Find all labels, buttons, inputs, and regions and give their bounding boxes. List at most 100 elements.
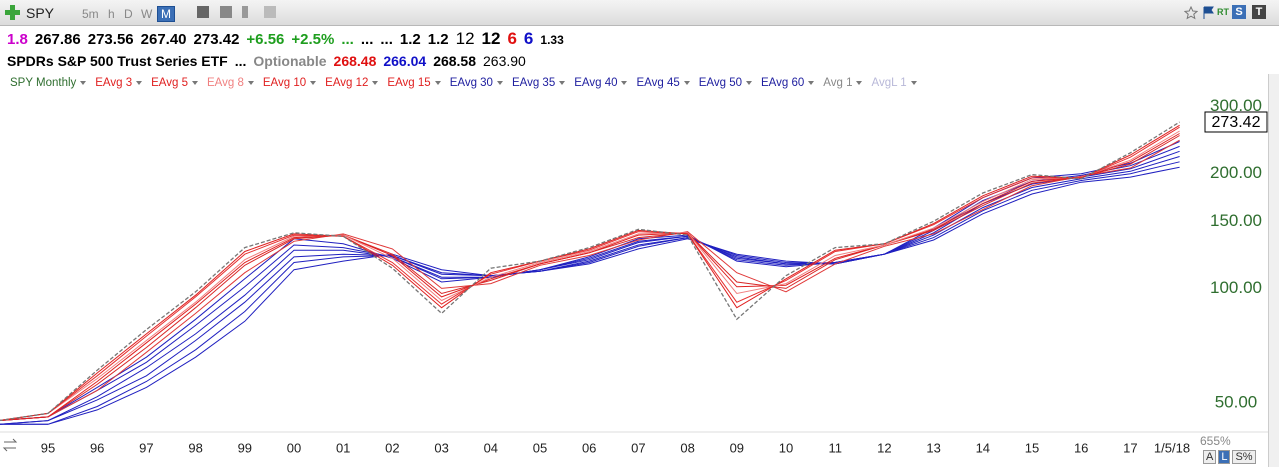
legend-arrow bbox=[434, 80, 441, 85]
draw-icon[interactable] bbox=[242, 6, 248, 18]
scrollbar[interactable] bbox=[1268, 74, 1279, 467]
legend-item[interactable]: EAvg 60 bbox=[761, 77, 815, 89]
quote-value: ... bbox=[360, 31, 374, 48]
series-line bbox=[0, 139, 1180, 422]
quote-value: 268.58 bbox=[433, 53, 477, 69]
legend-label: EAvg 40 bbox=[574, 77, 618, 89]
quote-value: 267.86 bbox=[34, 31, 81, 48]
t-button[interactable]: T bbox=[1252, 5, 1266, 19]
quote-value: 273.42 bbox=[193, 31, 240, 48]
x-tick-label: 98 bbox=[188, 440, 202, 455]
legend-arrow bbox=[746, 80, 753, 85]
interval[interactable]: W bbox=[141, 7, 153, 21]
x-tick-label: 10 bbox=[779, 440, 793, 455]
grid-icon[interactable] bbox=[220, 6, 232, 18]
series-line bbox=[0, 166, 1180, 425]
legend-item[interactable]: EAvg 15 bbox=[387, 77, 441, 89]
interval[interactable]: h bbox=[108, 7, 115, 21]
x-tick-label: 07 bbox=[631, 440, 645, 455]
series-line bbox=[0, 126, 1180, 421]
quote-value: 6 bbox=[523, 29, 534, 48]
series-line bbox=[0, 130, 1180, 421]
legend-arrow bbox=[683, 80, 690, 85]
legend-item[interactable]: EAvg 12 bbox=[325, 77, 379, 89]
swap-icon[interactable] bbox=[2, 438, 18, 452]
quote-value: 12 bbox=[481, 29, 501, 48]
series-line bbox=[0, 145, 1180, 422]
rt-label: RT bbox=[1217, 7, 1229, 17]
quote-value: 268.48 bbox=[333, 53, 377, 69]
legend-item[interactable]: EAvg 50 bbox=[698, 77, 753, 89]
legend-label: EAvg 10 bbox=[262, 77, 307, 89]
star-icon[interactable] bbox=[1184, 6, 1198, 20]
legend-arrow bbox=[910, 80, 917, 85]
legend: SPY Monthly EAvg 3 EAvg 5 EAvg 8 EAvg 10 EAvg… bbox=[10, 77, 917, 89]
s-button[interactable]: S bbox=[1232, 5, 1246, 19]
legend-label: EAvg 8 bbox=[207, 77, 244, 89]
legend-item[interactable]: EAvg 5 bbox=[151, 77, 199, 89]
name-row: SPDRs S&P 500 Trust Series ETF... Optiona… bbox=[7, 53, 533, 69]
add-icon[interactable] bbox=[5, 5, 20, 20]
legend-arrow bbox=[136, 80, 143, 85]
legend-item[interactable]: EAvg 8 bbox=[207, 77, 254, 89]
y-tick-label: 200.00 bbox=[1210, 163, 1262, 182]
legend-item[interactable]: EAvg 35 bbox=[512, 77, 566, 89]
note-icon[interactable] bbox=[264, 6, 276, 18]
legend-item[interactable]: SPY Monthly bbox=[10, 77, 87, 89]
x-tick-label: 16 bbox=[1074, 440, 1088, 455]
chart-style-icon[interactable] bbox=[197, 6, 209, 18]
quote-value: 1.8 bbox=[7, 31, 28, 48]
interval[interactable]: M bbox=[157, 6, 175, 22]
scale-button[interactable]: S% bbox=[1232, 450, 1256, 464]
quote-value: 267.40 bbox=[140, 31, 187, 48]
legend-item: Avg 1 bbox=[823, 77, 863, 89]
last-price-box bbox=[1204, 111, 1268, 133]
interval[interactable]: D bbox=[124, 7, 133, 21]
legend-item[interactable]: EAvg 3 bbox=[95, 77, 143, 89]
scale-buttons: A L S% bbox=[1203, 450, 1256, 464]
legend-label: EAvg 50 bbox=[698, 77, 743, 89]
last-price-label: 273.42 bbox=[1212, 114, 1261, 131]
legend-arrow bbox=[372, 80, 379, 85]
y-tick-label: 150.00 bbox=[1210, 211, 1262, 230]
legend-label: EAvg 45 bbox=[636, 77, 680, 89]
legend-label: EAvg 30 bbox=[449, 77, 493, 89]
interval[interactable]: 5m bbox=[82, 7, 99, 21]
quote-value: 6 bbox=[507, 29, 517, 48]
scale-button[interactable]: L bbox=[1218, 450, 1231, 464]
symbol[interactable]: SPY bbox=[26, 5, 55, 21]
legend-item[interactable]: EAvg 10 bbox=[262, 77, 317, 89]
y-tick-label: 50.00 bbox=[1215, 393, 1258, 412]
flag-icon[interactable] bbox=[1203, 6, 1215, 20]
y-tick-label: 100.00 bbox=[1210, 278, 1262, 297]
legend-item[interactable]: EAvg 30 bbox=[450, 77, 503, 89]
quote-value: 1.2 bbox=[399, 31, 421, 48]
legend-item[interactable]: EAvg 40 bbox=[574, 77, 628, 89]
x-tick-label: 12 bbox=[877, 440, 891, 455]
x-tick-label: 97 bbox=[139, 440, 153, 455]
series-line bbox=[0, 135, 1180, 422]
x-tick-label: 15 bbox=[1025, 440, 1039, 455]
x-tick-label: 11 bbox=[828, 440, 842, 455]
series-line bbox=[0, 121, 1180, 422]
legend-item[interactable]: EAvg 45 bbox=[636, 77, 690, 89]
legend-label: EAvg 60 bbox=[761, 77, 805, 89]
x-tick-label: 95 bbox=[41, 440, 55, 455]
x-tick-label: 99 bbox=[238, 440, 252, 455]
quote-value: 1.33 bbox=[540, 33, 564, 47]
quote-value: Optionable bbox=[253, 53, 327, 69]
quote-value: 266.04 bbox=[383, 53, 427, 69]
legend-label: EAvg 5 bbox=[151, 77, 189, 89]
legend-arrow bbox=[559, 80, 566, 85]
x-tick-label: 05 bbox=[533, 440, 547, 455]
legend-label: AvgL 1 bbox=[871, 77, 907, 89]
scale-button[interactable]: A bbox=[1203, 450, 1217, 464]
legend-arrow bbox=[496, 80, 503, 85]
quote-row: 1.8 267.86 273.56 267.40 273.42 +6.56 +2.5%...… bbox=[7, 29, 571, 49]
x-tick-label: 09 bbox=[730, 440, 744, 455]
legend-arrow bbox=[80, 80, 87, 85]
quote-value: ... bbox=[341, 31, 354, 48]
series-line bbox=[0, 133, 1180, 422]
x-tick-label: 96 bbox=[90, 440, 104, 455]
